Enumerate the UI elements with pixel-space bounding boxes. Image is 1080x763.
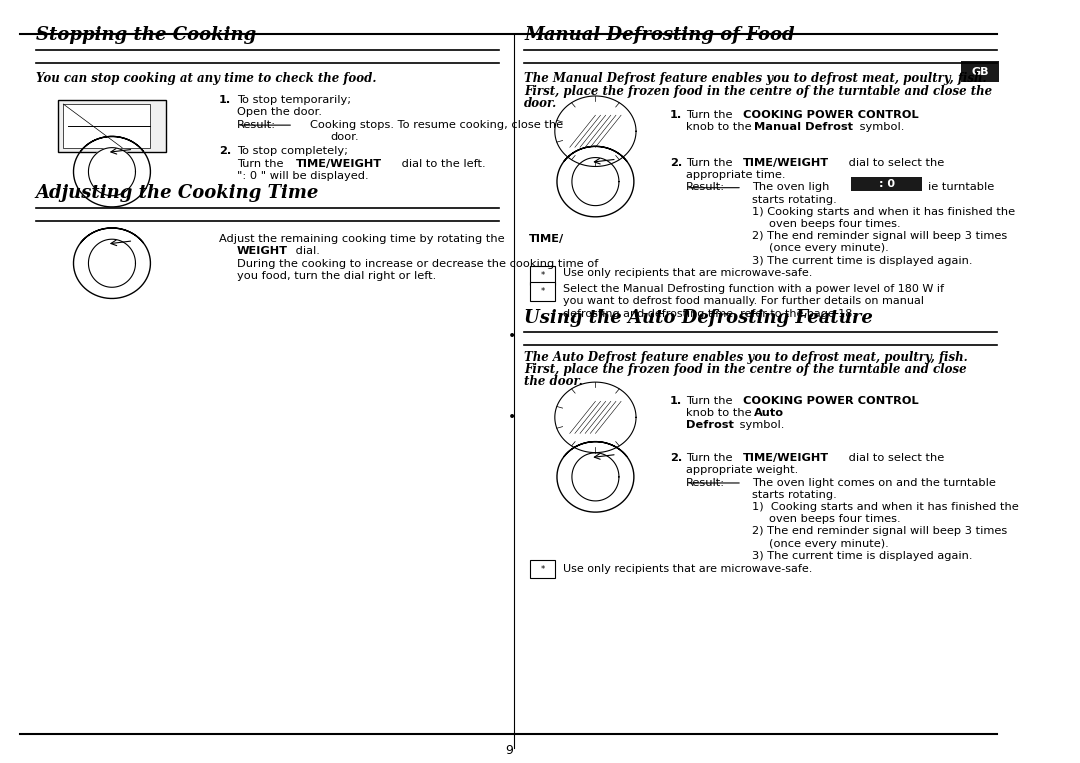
Text: (once every minute).: (once every minute). xyxy=(769,539,889,549)
Text: *: * xyxy=(540,287,544,296)
Text: starts rotating.: starts rotating. xyxy=(752,195,837,204)
Text: To stop completely;: To stop completely; xyxy=(238,146,348,156)
Text: knob to the: knob to the xyxy=(686,408,755,418)
Text: *: * xyxy=(540,565,544,574)
Text: knob to the: knob to the xyxy=(686,122,755,132)
Text: Defrost: Defrost xyxy=(686,420,734,430)
Text: TIME/WEIGHT: TIME/WEIGHT xyxy=(743,453,829,463)
Text: Select the Manual Defrosting function with a power level of 180 W if: Select the Manual Defrosting function wi… xyxy=(563,284,944,295)
Polygon shape xyxy=(89,240,135,287)
Text: door.: door. xyxy=(524,97,557,110)
Text: dial to select the: dial to select the xyxy=(845,453,944,463)
Text: ie turntable: ie turntable xyxy=(928,182,995,192)
Text: •: • xyxy=(508,410,516,424)
Text: Result:: Result: xyxy=(686,478,725,488)
Text: TIME/: TIME/ xyxy=(529,234,565,244)
Text: oven beeps four times.: oven beeps four times. xyxy=(769,219,901,229)
Text: dial.: dial. xyxy=(292,246,320,256)
Text: First, place the frozen food in the centre of the turntable and close: First, place the frozen food in the cent… xyxy=(524,363,967,376)
Text: Stopping the Cooking: Stopping the Cooking xyxy=(36,26,256,44)
Text: WEIGHT: WEIGHT xyxy=(238,246,288,256)
Text: 1)  Cooking starts and when it has finished the: 1) Cooking starts and when it has finish… xyxy=(752,502,1018,512)
Text: 1.: 1. xyxy=(219,95,231,105)
FancyBboxPatch shape xyxy=(851,177,922,191)
Text: •: • xyxy=(508,329,516,343)
FancyBboxPatch shape xyxy=(530,282,555,301)
Text: Auto: Auto xyxy=(754,408,784,418)
Text: Manual Defrosting of Food: Manual Defrosting of Food xyxy=(524,26,795,44)
Text: you food, turn the dial right or left.: you food, turn the dial right or left. xyxy=(238,271,436,281)
Text: Open the door.: Open the door. xyxy=(238,107,322,117)
Text: you want to defrost food manually. For further details on manual: you want to defrost food manually. For f… xyxy=(563,296,923,307)
Text: 1.: 1. xyxy=(670,110,681,120)
Text: the door.: the door. xyxy=(524,375,583,388)
Text: Result:: Result: xyxy=(238,120,276,130)
Text: During the cooking to increase or decrease the cooking time of: During the cooking to increase or decrea… xyxy=(238,259,598,269)
Text: The Manual Defrost feature enables you to defrost meat, poultry, fish.: The Manual Defrost feature enables you t… xyxy=(524,72,987,85)
Text: The oven light comes on and the turntable: The oven light comes on and the turntabl… xyxy=(752,478,996,488)
Text: You can stop cooking at any time to check the food.: You can stop cooking at any time to chec… xyxy=(36,72,376,85)
Text: Turn the: Turn the xyxy=(686,453,737,463)
Text: 1) Cooking starts and when it has finished the: 1) Cooking starts and when it has finish… xyxy=(752,207,1015,217)
Text: TIME/WEIGHT: TIME/WEIGHT xyxy=(296,159,382,169)
Polygon shape xyxy=(89,148,135,195)
Text: appropriate weight.: appropriate weight. xyxy=(686,465,798,475)
Text: GB: GB xyxy=(971,66,989,77)
Text: Use only recipients that are microwave-safe.: Use only recipients that are microwave-s… xyxy=(563,268,812,278)
Text: Turn the: Turn the xyxy=(238,159,287,169)
Text: dial to select the: dial to select the xyxy=(845,158,944,168)
Text: Adjusting the Cooking Time: Adjusting the Cooking Time xyxy=(36,184,319,202)
Text: To stop temporarily;: To stop temporarily; xyxy=(238,95,351,105)
Text: door.: door. xyxy=(330,132,360,142)
Text: defrosting and defrosting time, refer to the page 18.: defrosting and defrosting time, refer to… xyxy=(563,308,855,319)
Text: First, place the frozen food in the centre of the turntable and close the: First, place the frozen food in the cent… xyxy=(524,85,993,98)
Text: 2) The end reminder signal will beep 3 times: 2) The end reminder signal will beep 3 t… xyxy=(752,231,1008,241)
Text: Cooking stops. To resume cooking, close the: Cooking stops. To resume cooking, close … xyxy=(310,120,564,130)
FancyBboxPatch shape xyxy=(530,560,555,578)
Text: 3) The current time is displayed again.: 3) The current time is displayed again. xyxy=(752,551,973,561)
Polygon shape xyxy=(572,453,619,501)
Text: COOKING POWER CONTROL: COOKING POWER CONTROL xyxy=(743,110,919,120)
Text: : 0: : 0 xyxy=(878,179,894,189)
Polygon shape xyxy=(555,382,636,452)
Text: Manual Defrost: Manual Defrost xyxy=(754,122,853,132)
Text: The Auto Defrost feature enables you to defrost meat, poultry, fish.: The Auto Defrost feature enables you to … xyxy=(524,351,968,364)
Text: starts rotating.: starts rotating. xyxy=(752,490,837,500)
Text: 2) The end reminder signal will beep 3 times: 2) The end reminder signal will beep 3 t… xyxy=(752,526,1008,536)
Text: COOKING POWER CONTROL: COOKING POWER CONTROL xyxy=(743,396,919,406)
Text: dial to the left.: dial to the left. xyxy=(397,159,486,169)
Polygon shape xyxy=(572,158,619,205)
Text: Turn the: Turn the xyxy=(686,110,737,120)
Text: Turn the: Turn the xyxy=(686,396,737,406)
Text: ": 0 " will be displayed.: ": 0 " will be displayed. xyxy=(238,171,368,181)
FancyBboxPatch shape xyxy=(961,61,999,82)
Text: 1.: 1. xyxy=(670,396,681,406)
Text: TIME/WEIGHT: TIME/WEIGHT xyxy=(743,158,829,168)
Text: 2.: 2. xyxy=(670,453,681,463)
FancyBboxPatch shape xyxy=(58,100,165,152)
Text: 2.: 2. xyxy=(670,158,681,168)
Text: Using the Auto Defrosting Feature: Using the Auto Defrosting Feature xyxy=(524,308,873,327)
FancyBboxPatch shape xyxy=(64,104,150,148)
Text: The oven ligh: The oven ligh xyxy=(752,182,829,192)
Text: symbol.: symbol. xyxy=(735,420,784,430)
Polygon shape xyxy=(555,96,636,166)
Text: Turn the: Turn the xyxy=(686,158,737,168)
Text: *: * xyxy=(540,271,544,280)
Text: appropriate time.: appropriate time. xyxy=(686,170,785,180)
Text: 9: 9 xyxy=(505,744,513,757)
Text: (once every minute).: (once every minute). xyxy=(769,243,889,253)
Text: Result:: Result: xyxy=(686,182,725,192)
Text: Adjust the remaining cooking time by rotating the: Adjust the remaining cooking time by rot… xyxy=(219,234,508,244)
Text: Use only recipients that are microwave-safe.: Use only recipients that are microwave-s… xyxy=(563,564,812,575)
Text: symbol.: symbol. xyxy=(856,122,904,132)
FancyBboxPatch shape xyxy=(530,266,555,285)
Text: 2.: 2. xyxy=(219,146,231,156)
Text: 3) The current time is displayed again.: 3) The current time is displayed again. xyxy=(752,256,973,266)
Text: oven beeps four times.: oven beeps four times. xyxy=(769,514,901,524)
